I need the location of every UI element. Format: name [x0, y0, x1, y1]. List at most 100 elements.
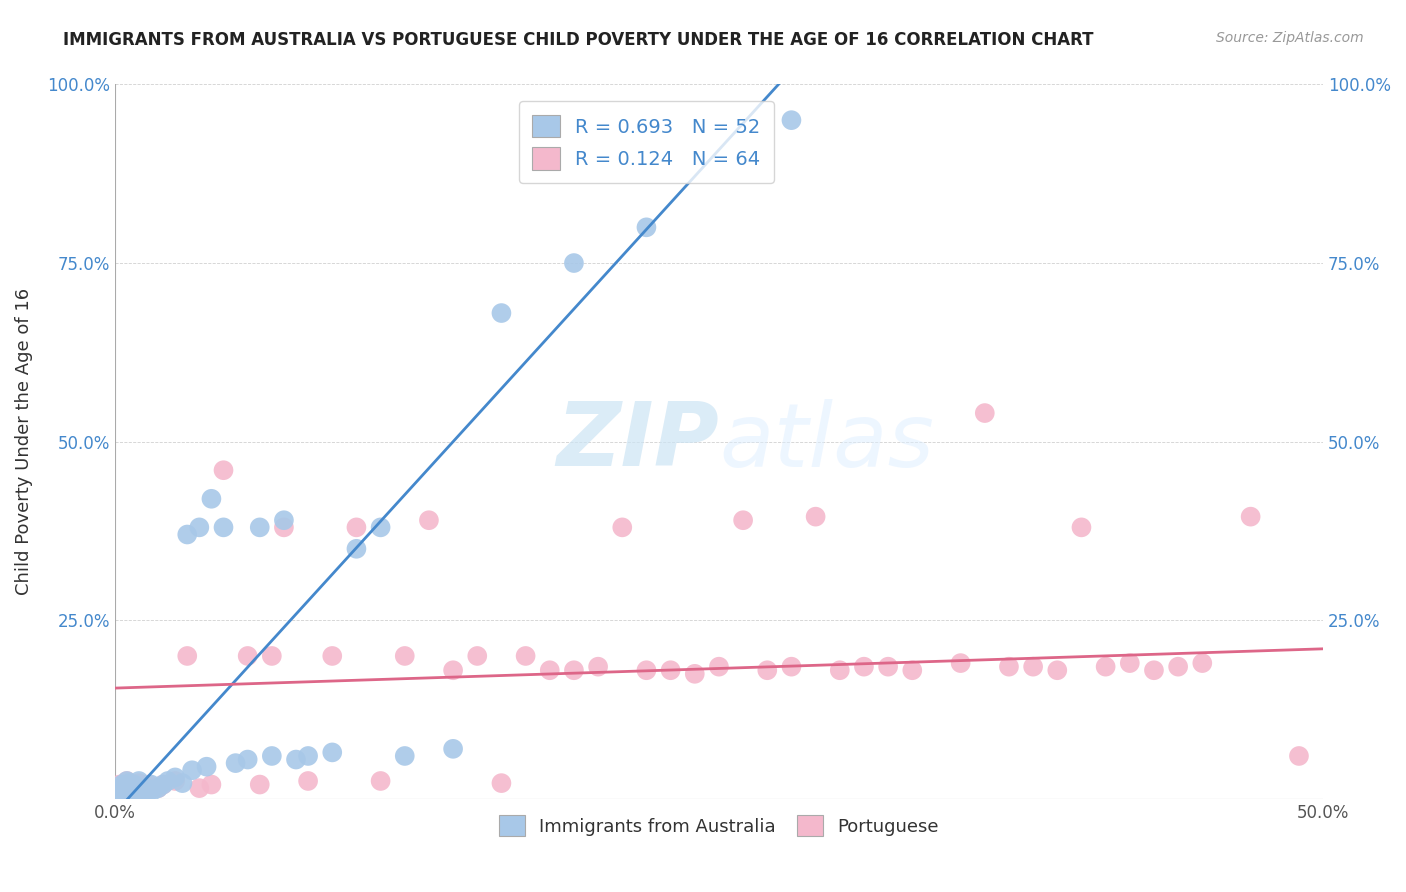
Point [636, 220, 658, 235]
Point [111, 786, 134, 800]
Point [1070, 520, 1092, 534]
Point [659, 663, 682, 677]
Point [1191, 656, 1213, 670]
Point [562, 663, 585, 677]
Point [780, 113, 803, 128]
Point [105, 789, 128, 803]
Point [1167, 659, 1189, 673]
Point [949, 656, 972, 670]
Point [131, 785, 153, 799]
Point [200, 778, 222, 792]
Point [176, 527, 198, 541]
Point [125, 786, 148, 800]
Point [111, 781, 134, 796]
Point [195, 760, 218, 774]
Point [188, 781, 211, 796]
Point [152, 778, 174, 792]
Point [165, 771, 187, 785]
Point [108, 778, 131, 792]
Text: ZIP: ZIP [557, 398, 718, 485]
Point [108, 781, 131, 796]
Point [132, 786, 155, 800]
Point [212, 520, 235, 534]
Point [128, 776, 150, 790]
Point [249, 778, 271, 792]
Point [1094, 659, 1116, 673]
Point [111, 778, 134, 792]
Point [131, 785, 153, 799]
Point [707, 659, 730, 673]
Point [852, 659, 875, 673]
Point [260, 749, 283, 764]
Point [562, 256, 585, 270]
Point [249, 520, 271, 534]
Point [176, 648, 198, 663]
Point [780, 659, 803, 673]
Point [128, 781, 150, 796]
Point [346, 520, 368, 534]
Point [973, 406, 995, 420]
Point [998, 659, 1021, 673]
Point [441, 741, 464, 756]
Point [612, 520, 634, 534]
Point [122, 783, 145, 797]
Point [121, 789, 143, 803]
Point [394, 749, 416, 764]
Point [128, 774, 150, 789]
Point [135, 783, 157, 797]
Point [370, 520, 392, 534]
Point [112, 785, 135, 799]
Point [515, 648, 537, 663]
Point [236, 753, 259, 767]
Point [115, 786, 138, 800]
Point [139, 781, 162, 796]
Point [135, 781, 157, 796]
Point [273, 513, 295, 527]
Point [1143, 663, 1166, 677]
Point [877, 659, 900, 673]
Point [901, 663, 924, 677]
Point [118, 785, 141, 799]
Legend: Immigrants from Australia, Portuguese: Immigrants from Australia, Portuguese [492, 808, 946, 844]
Point [394, 648, 416, 663]
Point [1022, 659, 1045, 673]
Point [118, 783, 141, 797]
Point [142, 783, 165, 797]
Point [538, 663, 561, 677]
Point [122, 778, 145, 792]
Point [828, 663, 851, 677]
Text: IMMIGRANTS FROM AUSTRALIA VS PORTUGUESE CHILD POVERTY UNDER THE AGE OF 16 CORREL: IMMIGRANTS FROM AUSTRALIA VS PORTUGUESE … [63, 31, 1094, 49]
Point [1288, 749, 1310, 764]
Point [491, 306, 513, 320]
Y-axis label: Child Poverty Under the Age of 16: Child Poverty Under the Age of 16 [15, 288, 32, 595]
Point [139, 778, 162, 792]
Point [121, 779, 143, 793]
Point [260, 648, 283, 663]
Point [465, 648, 488, 663]
Point [225, 756, 247, 771]
Point [418, 513, 440, 527]
Point [121, 781, 143, 796]
Point [370, 774, 392, 789]
Point [125, 781, 148, 796]
Text: atlas: atlas [718, 399, 934, 484]
Point [112, 789, 135, 803]
Point [148, 781, 170, 796]
Point [586, 659, 609, 673]
Point [733, 513, 755, 527]
Point [188, 520, 211, 534]
Point [297, 749, 319, 764]
Point [152, 778, 174, 792]
Point [804, 509, 827, 524]
Point [148, 781, 170, 796]
Point [1119, 656, 1142, 670]
Point [285, 753, 308, 767]
Point [212, 463, 235, 477]
Point [683, 666, 706, 681]
Point [1239, 509, 1261, 524]
Point [122, 778, 145, 792]
Point [321, 648, 343, 663]
Point [172, 776, 194, 790]
Point [108, 785, 131, 799]
Point [636, 663, 658, 677]
